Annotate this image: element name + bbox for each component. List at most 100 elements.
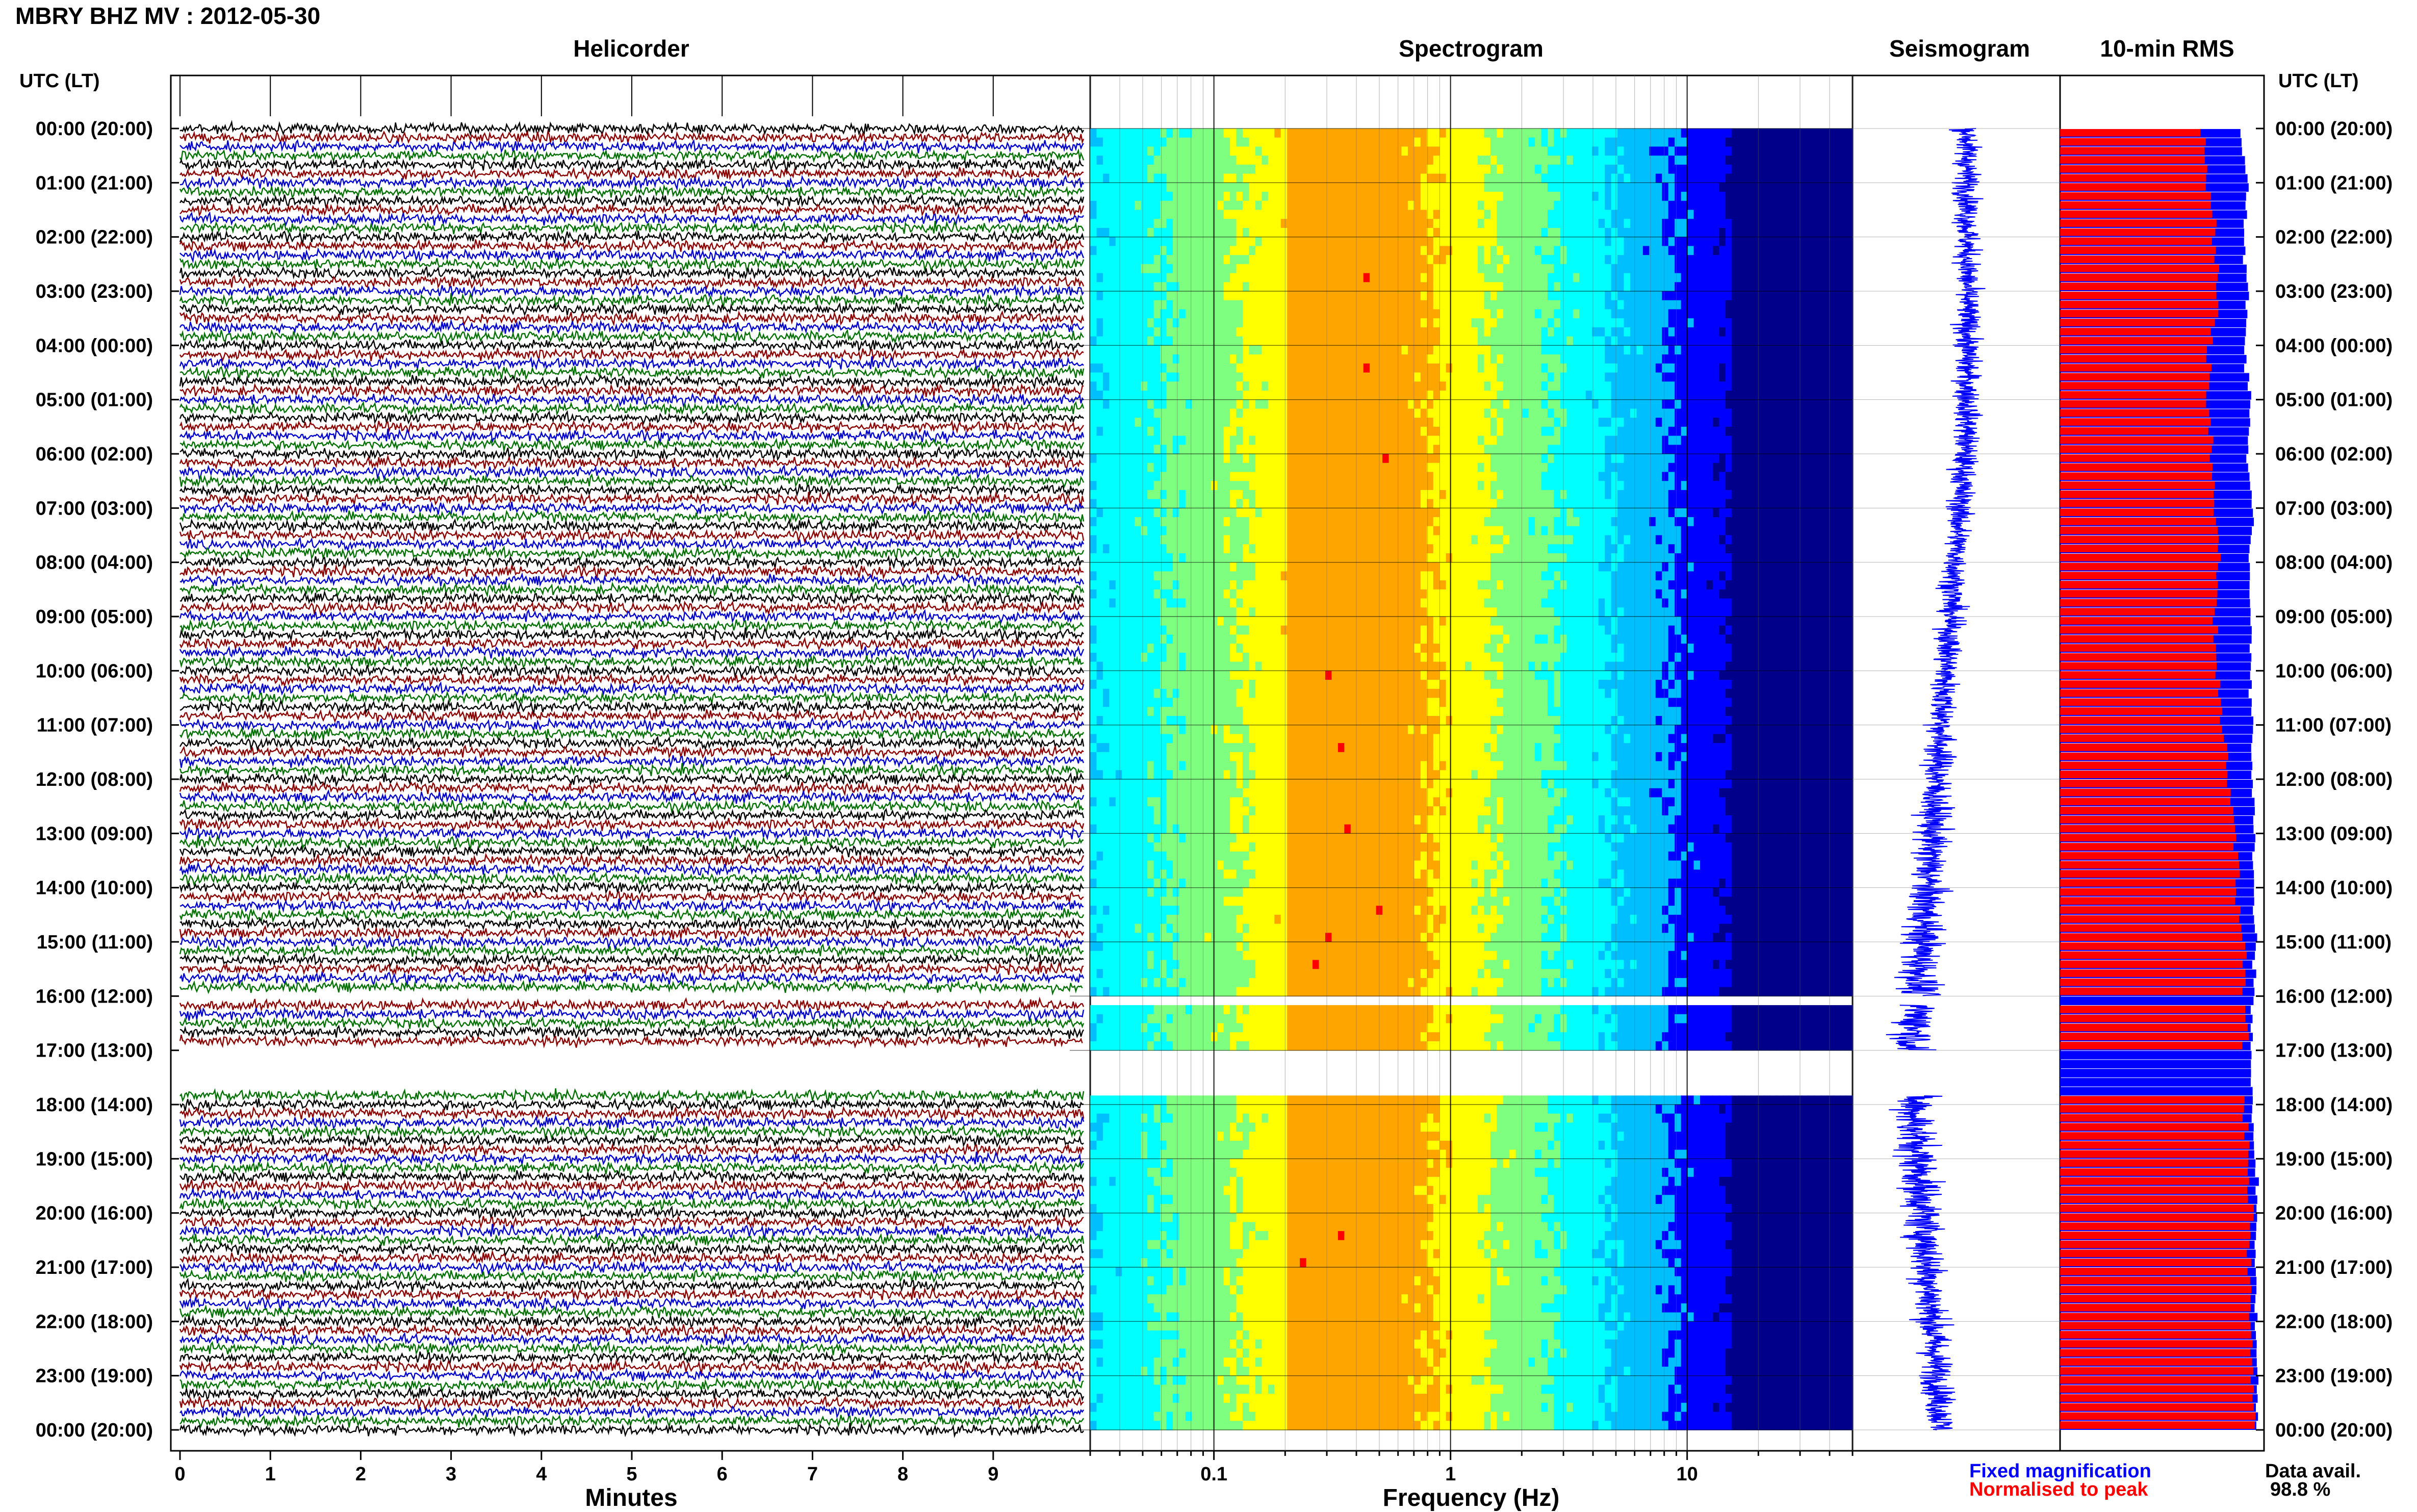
spectrogram-cell: [1529, 354, 1535, 364]
spectrogram-cell: [1599, 400, 1605, 409]
spectrogram-cell: [1167, 264, 1173, 273]
spectrogram-cell: [1560, 219, 1567, 228]
spectrogram-cell: [1173, 463, 1179, 472]
spectrogram-cell: [1808, 436, 1815, 445]
spectrogram-cell: [1262, 183, 1268, 192]
spectrogram-cell: [1522, 309, 1529, 318]
spectrogram-cell: [1484, 337, 1490, 346]
spectrogram-cell: [1490, 427, 1497, 436]
spectrogram-cell: [1478, 183, 1484, 192]
spectrogram-cell: [1522, 201, 1529, 210]
spectrogram-cell: [1465, 481, 1472, 490]
spectrogram-cell: [1262, 156, 1268, 165]
spectrogram-cell: [1287, 472, 1294, 481]
spectrogram-cell: [1173, 427, 1179, 436]
spectrogram-cell: [1751, 327, 1758, 337]
spectrogram-cell: [1319, 408, 1326, 418]
spectrogram-cell: [1840, 246, 1846, 255]
spectrogram-cell: [1827, 354, 1834, 364]
spectrogram-cell: [1192, 345, 1198, 354]
spectrogram-cell: [1846, 255, 1853, 264]
spectrogram-cell: [1636, 201, 1643, 210]
helicorder-trace: [180, 592, 1084, 605]
spectrogram-cell: [1141, 445, 1148, 454]
spectrogram-cell: [1421, 228, 1427, 237]
spectrogram-cell: [1611, 408, 1618, 418]
spectrogram-cell: [1465, 418, 1472, 427]
spectrogram-cell: [1268, 381, 1275, 391]
spectrogram-cell: [1636, 418, 1643, 427]
spectrogram-cell: [1116, 381, 1122, 391]
spectrogram-cell: [1204, 309, 1211, 318]
spectrogram-cell: [1560, 165, 1567, 174]
spectrogram-cell: [1300, 327, 1306, 337]
spectrogram-cell: [1459, 337, 1465, 346]
spectrogram-cell: [1217, 427, 1224, 436]
spectrogram-cell: [1472, 309, 1478, 318]
spectrogram-cell: [1668, 300, 1675, 310]
spectrogram-cell: [1147, 364, 1154, 373]
spectrogram-cell: [1636, 481, 1643, 490]
spectrogram-cell: [1687, 192, 1694, 201]
spectrogram-cell: [1217, 165, 1224, 174]
spectrogram-cell: [1529, 481, 1535, 490]
spectrogram-cell: [1472, 354, 1478, 364]
spectrogram-cell: [1630, 156, 1637, 165]
spectrogram-cell: [1452, 337, 1459, 346]
spectrogram-cell: [1249, 418, 1255, 427]
spectrogram-cell: [1262, 463, 1268, 472]
spectrogram-cell: [1370, 183, 1376, 192]
spectrogram-cell: [1599, 436, 1605, 445]
spectrogram-cell: [1484, 255, 1490, 264]
spectrogram-cell: [1611, 436, 1618, 445]
spectrogram-cell: [1560, 156, 1567, 165]
spectrogram-cell: [1344, 165, 1351, 174]
spectrogram-cell: [1764, 408, 1770, 418]
spectrogram-cell: [1624, 183, 1631, 192]
spectrogram-cell: [1834, 228, 1840, 237]
spectrogram-cell: [1147, 237, 1154, 246]
spectrogram-cell: [1237, 219, 1243, 228]
spectrogram-cell: [1713, 436, 1719, 445]
spectrogram-cell: [1364, 364, 1370, 373]
spectrogram-cell: [1566, 418, 1573, 427]
spectrogram-cell: [1313, 427, 1319, 436]
spectrogram-cell: [1325, 183, 1332, 192]
spectrogram-cell: [1744, 156, 1751, 165]
spectrogram-cell: [1160, 192, 1167, 201]
spectrogram-cell: [1401, 472, 1408, 481]
spectrogram-cell: [1160, 246, 1167, 255]
spectrogram-cell: [1414, 327, 1421, 337]
spectrogram-cell: [1605, 183, 1611, 192]
spectrogram-cell: [1478, 282, 1484, 291]
spectrogram-cell: [1135, 373, 1141, 382]
spectrogram-cell: [1465, 309, 1472, 318]
spectrogram-cell: [1364, 445, 1370, 454]
helicorder-trace: [180, 1026, 1084, 1039]
spectrogram-cell: [1834, 174, 1840, 183]
spectrogram-cell: [1141, 454, 1148, 463]
spectrogram-cell: [1764, 481, 1770, 490]
spectrogram-cell: [1439, 291, 1446, 300]
spectrogram-cell: [1509, 192, 1516, 201]
spectrogram-cell: [1344, 309, 1351, 318]
spectrogram-cell: [1554, 273, 1560, 283]
spectrogram-cell: [1472, 246, 1478, 255]
spectrogram-cell: [1573, 436, 1580, 445]
spectrogram-cell: [1764, 400, 1770, 409]
spectrogram-cell: [1306, 291, 1313, 300]
spectrogram-cell: [1154, 210, 1161, 219]
spectrogram-cell: [1808, 337, 1815, 346]
helicorder-trace: [180, 637, 1084, 650]
spectrogram-cell: [1344, 156, 1351, 165]
spectrogram-cell: [1611, 174, 1618, 183]
spectrogram-cell: [1624, 228, 1631, 237]
spectrogram-cell: [1522, 228, 1529, 237]
spectrogram-cell: [1192, 481, 1198, 490]
spectrogram-cell: [1821, 364, 1828, 373]
spectrogram-cell: [1611, 228, 1618, 237]
spectrogram-cell: [1541, 300, 1548, 310]
spectrogram-cell: [1814, 318, 1821, 327]
spectrogram-cell: [1313, 201, 1319, 210]
spectrogram-cell: [1611, 381, 1618, 391]
